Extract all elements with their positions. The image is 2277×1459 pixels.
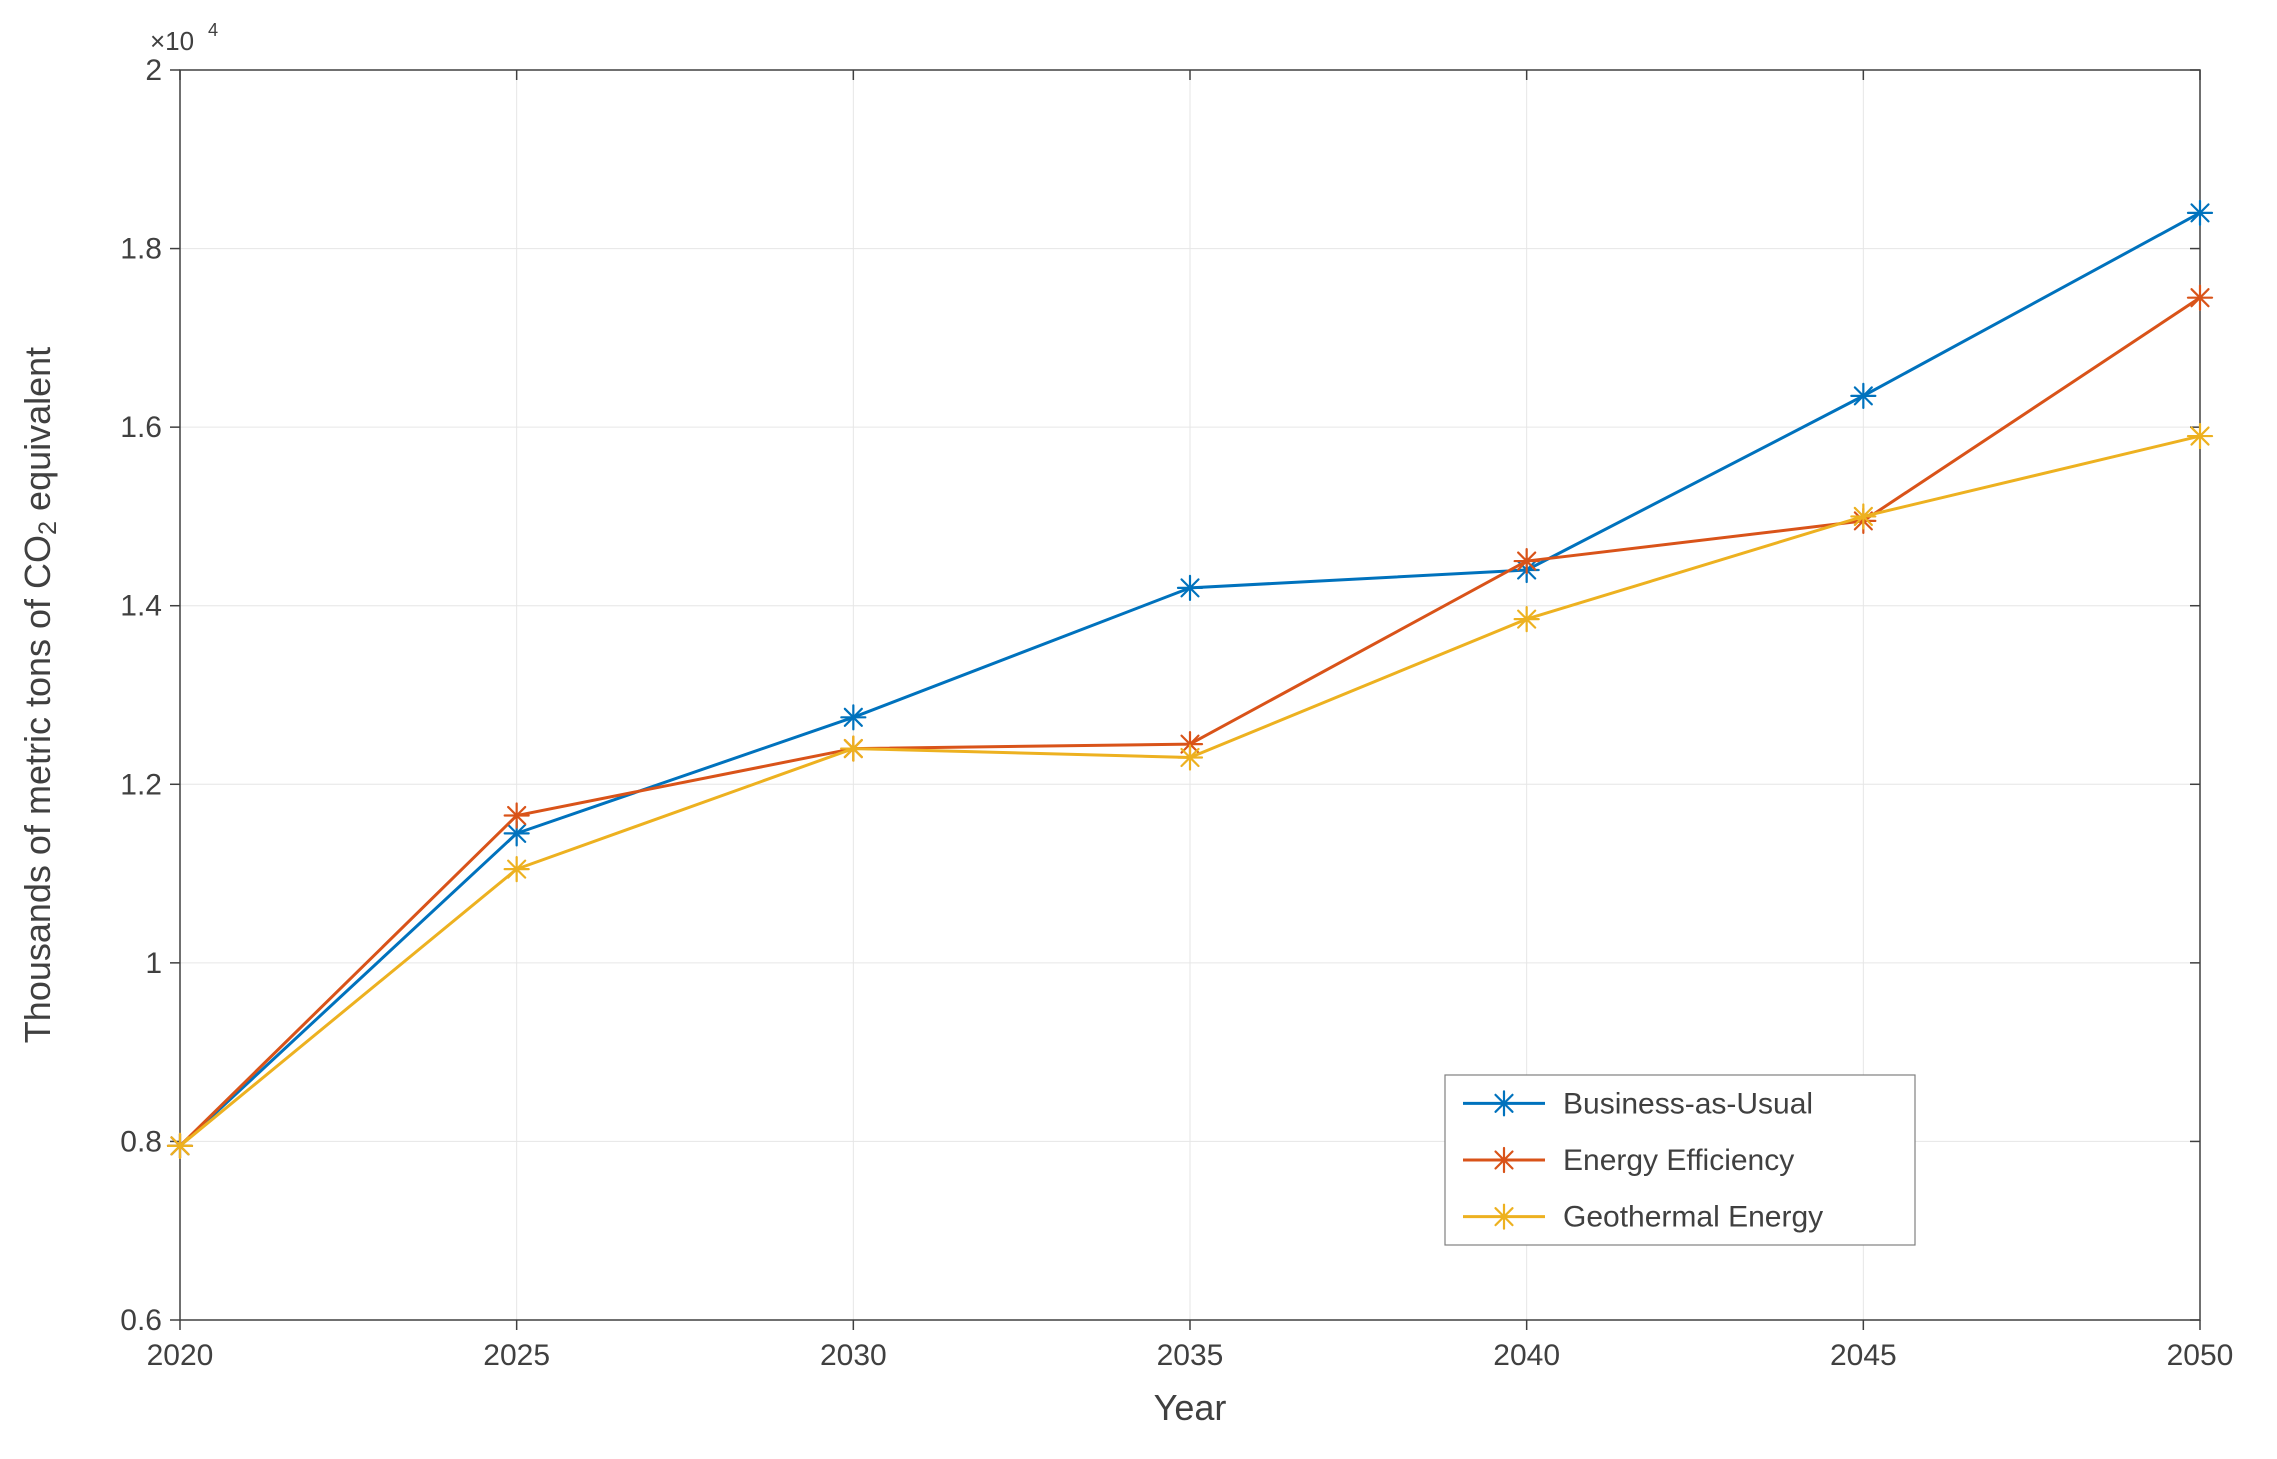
y-tick-label: 2 [145,54,162,87]
x-axis-label: Year [1154,1387,1227,1428]
x-tick-label: 2035 [1157,1339,1224,1372]
line-chart: 2020 2025 2030 2035 2040 2045 2050 0.6 0.8 1 1.2 1.… [0,0,2277,1459]
legend-label: Energy Efficiency [1563,1144,1794,1177]
y-exponent-base: ×10 [150,26,194,56]
y-axis-label: Thousands of metric tons of CO2 equivale… [17,347,62,1043]
legend-label: Business-as-Usual [1563,1087,1813,1120]
y-tick-label: 0.8 [120,1125,162,1158]
x-tick-label: 2045 [1830,1339,1897,1372]
x-tick-label: 2030 [820,1339,887,1372]
x-tick-label: 2025 [483,1339,550,1372]
y-tick-label: 1.6 [120,411,162,444]
y-tick-label: 1 [145,947,162,980]
y-tick-label: 1.2 [120,768,162,801]
y-tick-label: 0.6 [120,1304,162,1337]
y-exponent-sup: 4 [208,20,218,40]
x-tick-label: 2040 [1493,1339,1560,1372]
y-tick-label: 1.8 [120,233,162,266]
y-tick-label: 1.4 [120,590,162,623]
x-tick-label: 2050 [2167,1339,2234,1372]
legend: Business-as-Usual Energy Efficiency Geothe… [1445,1075,1915,1245]
legend-label: Geothermal Energy [1563,1201,1823,1234]
x-tick-label: 2020 [147,1339,214,1372]
chart-container: 2020 2025 2030 2035 2040 2045 2050 0.6 0.8 1 1.2 1.… [0,0,2277,1459]
